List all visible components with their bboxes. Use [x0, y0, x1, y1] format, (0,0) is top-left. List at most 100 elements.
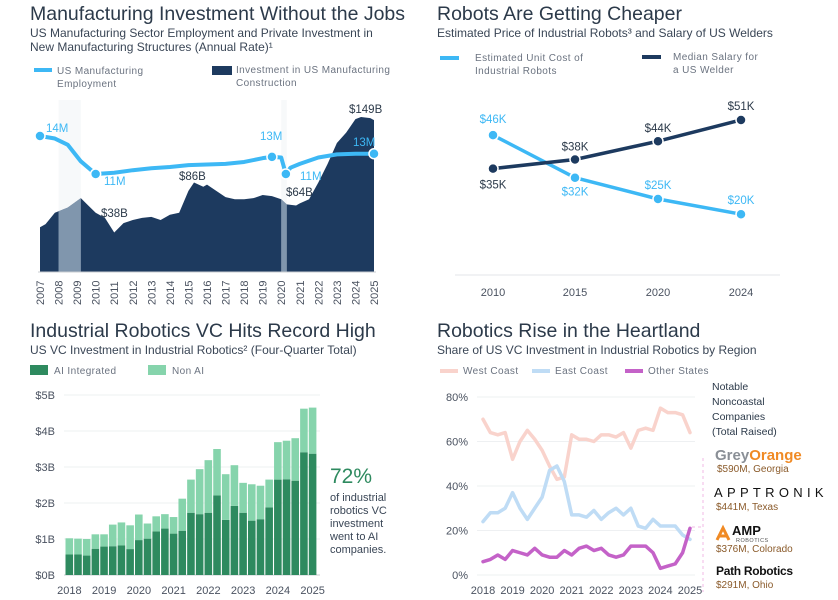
- company-detail: $441M, Texas: [716, 502, 778, 513]
- x-tick-label: 2017: [221, 281, 233, 305]
- bar-ai: [178, 530, 187, 575]
- panel-heartland: Robotics Rise in the Heartland Share of …: [437, 320, 828, 597]
- data-label: $38K: [562, 141, 589, 153]
- y-tick-label: 0%: [452, 570, 468, 582]
- legend-label-investment-1: Investment in US Manufacturing: [236, 65, 390, 76]
- companies-heading-1: Notable: [712, 381, 748, 393]
- x-tick-label: 2015: [183, 281, 195, 305]
- legend-swatch-east: [532, 369, 550, 373]
- plot-area: $0B $1B $2B $3B $4B $5B 2018 2019 2020 2021 2022 20…: [35, 390, 324, 597]
- legend-label-investment-2: Construction: [236, 78, 297, 89]
- bar-ai: [161, 528, 169, 575]
- bar-ai: [221, 519, 230, 575]
- x-tick-label: 2010: [91, 281, 103, 305]
- chart-title: Manufacturing Investment Without the Job…: [30, 3, 405, 25]
- annotation-38b: $38B: [101, 208, 128, 220]
- company-detail: $291M, Ohio: [716, 580, 774, 591]
- data-point: [569, 153, 581, 166]
- x-tick-label: 2020: [646, 287, 670, 299]
- legend-swatch-non-ai: [148, 365, 166, 375]
- x-tick-label: 2019: [258, 281, 270, 305]
- amp-logo-sub: ROBOTICS: [736, 538, 769, 544]
- callout-line-4: went to AI: [329, 531, 378, 543]
- series-line: [492, 118, 742, 171]
- connector-dashed-line: [692, 458, 704, 592]
- marker-label-13m-2025: 13M: [353, 137, 375, 149]
- bar-ai: [291, 480, 300, 575]
- y-tick-label: 40%: [446, 481, 468, 493]
- x-tick-label: 2023: [619, 585, 643, 597]
- x-tick-label: 2022: [196, 585, 220, 597]
- bar-ai: [300, 452, 308, 575]
- bar-non-ai: [91, 534, 100, 549]
- x-tick-label: 2021: [559, 585, 583, 597]
- bar-ai: [204, 512, 213, 575]
- amp-logo-mark-icon: [715, 524, 731, 541]
- bar-ai: [256, 519, 265, 575]
- y-tick-label: $5B: [35, 390, 55, 402]
- x-tick-label: 2015: [563, 287, 587, 299]
- y-tick-label: 80%: [446, 392, 468, 404]
- legend-swatch-ai: [30, 365, 48, 375]
- apptronik-logo: APPTRONIK: [714, 485, 828, 500]
- chart-title: Robots Are Getting Cheaper: [437, 3, 682, 25]
- callout-line-1: of industrial: [330, 492, 386, 504]
- bar-ai: [152, 531, 160, 575]
- y-tick-label: 20%: [446, 526, 468, 538]
- bar-non-ai: [230, 465, 239, 506]
- callout-line-5: companies.: [330, 544, 386, 556]
- investment-area: [40, 117, 374, 272]
- bar-ai: [143, 538, 152, 575]
- x-tick-label: 2019: [500, 585, 524, 597]
- bar-ai: [91, 548, 100, 575]
- bar-non-ai: [178, 498, 187, 531]
- bar-ai: [247, 520, 256, 575]
- x-tick-label: 2020: [276, 281, 288, 305]
- bar-non-ai: [265, 479, 273, 508]
- x-tick-label: 2007: [35, 281, 47, 305]
- marker-label-13m-2019: 13M: [260, 131, 282, 143]
- x-tick-label: 2022: [313, 281, 325, 305]
- x-tick-label: 2018: [57, 585, 81, 597]
- bar-non-ai: [239, 482, 247, 513]
- bar-ai: [308, 453, 317, 575]
- legend-label-welder-2: a US Welder: [673, 65, 734, 76]
- data-point: [569, 171, 581, 184]
- callout-value: 72%: [330, 465, 372, 488]
- legend-swatch-other: [625, 369, 643, 373]
- bar-ai: [74, 554, 82, 575]
- y-tick-label: $0B: [35, 570, 55, 582]
- legend-label-other: Other States: [648, 366, 709, 377]
- company-detail: $590M, Georgia: [717, 464, 789, 475]
- callout-line-3: investment: [330, 518, 383, 530]
- bar-ai: [274, 479, 282, 575]
- legend-label-employment-1: US Manufacturing: [57, 66, 143, 77]
- bar-ai: [108, 546, 117, 575]
- x-tick-label: 2012: [128, 281, 140, 305]
- greyorange-logo: GreyOrange: [715, 447, 802, 464]
- chart-subtitle-line-2: New Manufacturing Structures (Annual Rat…: [30, 40, 273, 54]
- bar-non-ai: [291, 438, 300, 481]
- panel-robot-cost: Robots Are Getting Cheaper Estimated Pri…: [437, 3, 780, 299]
- bar-non-ai: [300, 408, 308, 453]
- data-label: $25K: [645, 180, 672, 192]
- chart-subtitle: Estimated Price of Industrial Robots³ an…: [437, 26, 773, 40]
- path-robotics-logo: Path Robotics: [716, 564, 793, 578]
- chart-subtitle: US VC Investment in Industrial Robotics²…: [30, 343, 357, 357]
- bar-ai: [82, 555, 91, 575]
- bar-ai: [135, 540, 143, 575]
- callout-line-2: robotics VC: [330, 505, 387, 517]
- x-tick-label: 2010: [481, 287, 505, 299]
- legend-swatch-robot-cost: [440, 56, 459, 60]
- y-tick-label: $1B: [35, 534, 55, 546]
- bar-non-ai: [65, 538, 74, 555]
- series-line: [492, 133, 742, 216]
- x-tick-label: 2025: [300, 585, 324, 597]
- employment-marker: [368, 147, 380, 160]
- plot-area: $46K $32K $25K $20K $35K $38K $44K $51K 2010 2015…: [455, 101, 780, 299]
- data-label: $32K: [562, 187, 589, 199]
- data-label: $20K: [728, 195, 755, 207]
- series-line-other-states: [481, 526, 692, 571]
- company-amp-robotics: AMP ROBOTICS $376M, Colorado: [715, 523, 793, 555]
- data-label: $35K: [480, 180, 507, 192]
